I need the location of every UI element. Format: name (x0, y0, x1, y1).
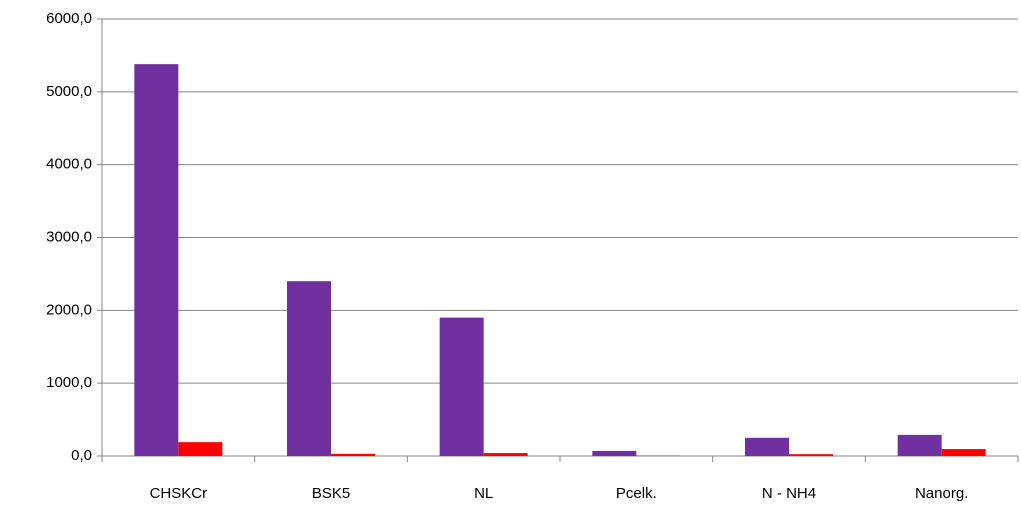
bar (439, 317, 484, 456)
x-tick-label: N - NH4 (762, 485, 816, 502)
y-tick-label: 6000,0 (46, 10, 92, 27)
x-tick-label: CHSKCr (150, 485, 208, 502)
y-tick-label: 4000,0 (46, 156, 92, 173)
y-tick-label: 2000,0 (46, 301, 92, 318)
bar (178, 442, 223, 456)
bar (789, 454, 833, 456)
bar (592, 450, 637, 456)
bar (483, 453, 528, 456)
bar (134, 64, 179, 456)
bar (941, 449, 986, 456)
bar (331, 453, 375, 456)
bar (897, 434, 942, 456)
y-tick-label: 5000,0 (46, 83, 92, 100)
y-tick-label: 0,0 (71, 447, 92, 464)
x-tick-label: NL (474, 485, 493, 502)
bar (287, 281, 331, 456)
y-tick-label: 1000,0 (46, 374, 92, 391)
x-tick-label: BSK5 (312, 485, 350, 502)
y-tick-label: 3000,0 (46, 228, 92, 245)
x-tick-label: Nanorg. (915, 485, 968, 502)
x-tick-label: Pcelk. (616, 485, 657, 502)
bar (745, 437, 789, 456)
